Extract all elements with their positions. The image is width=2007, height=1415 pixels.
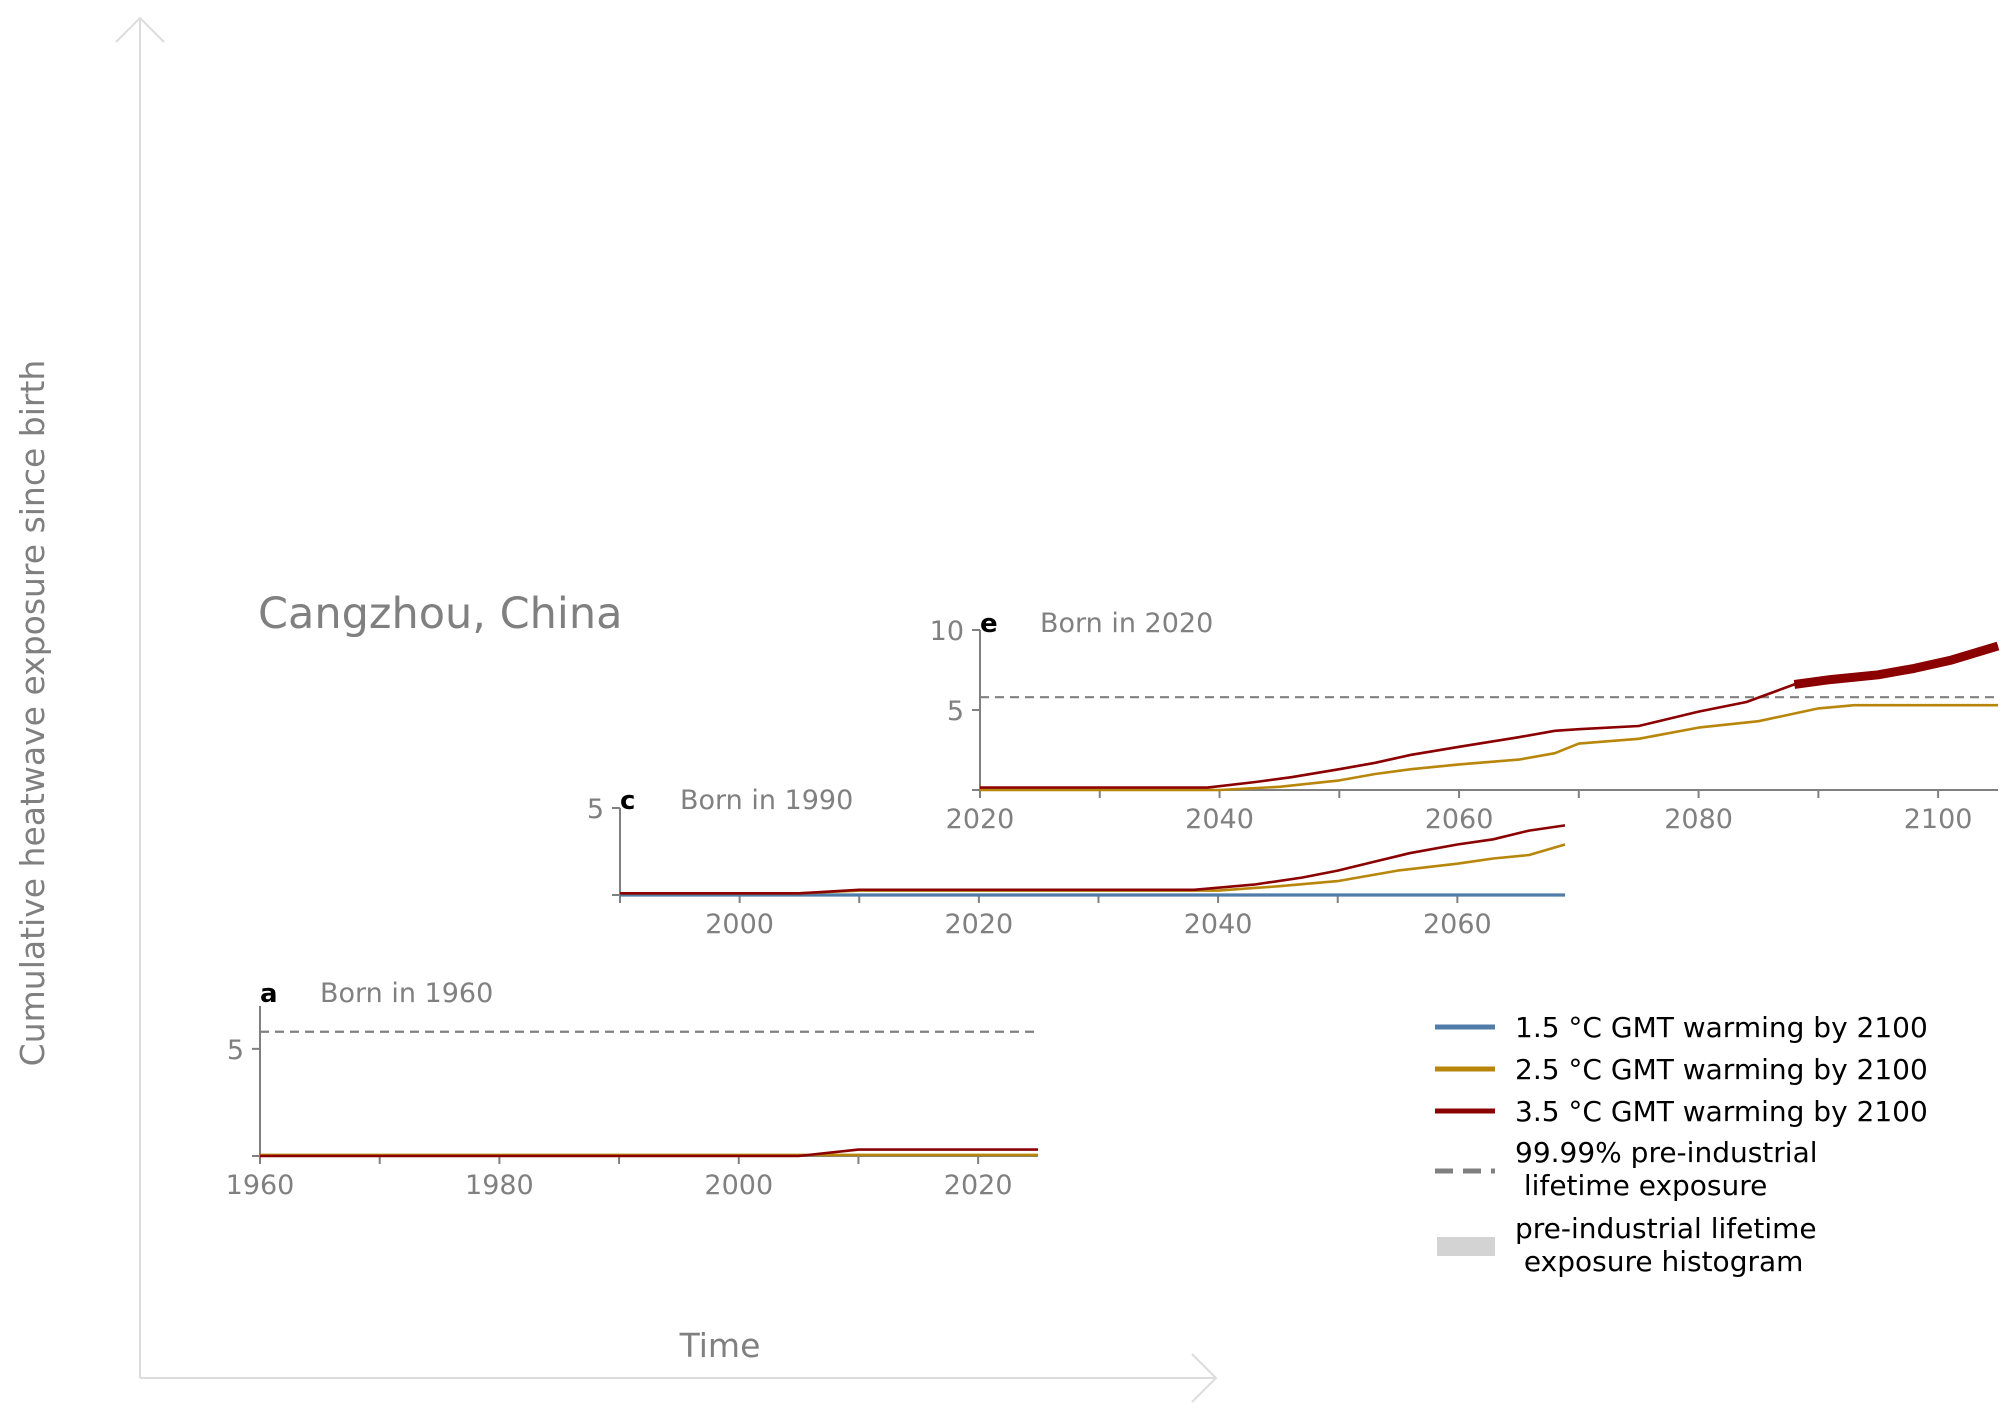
x-tick-label: 2100 xyxy=(1904,804,1973,835)
series-line-gmt-2-5 xyxy=(980,703,1998,792)
x-tick-label: 2040 xyxy=(1185,804,1254,835)
panel-c-born-1990: c Born in 1990 2000 2020 2040 2060 5 xyxy=(587,785,1566,940)
x-tick-label: 2080 xyxy=(1664,804,1733,835)
series-line-gmt-3-5-exceedance xyxy=(1793,641,2000,689)
panel-letter: c xyxy=(620,786,635,816)
background-axes xyxy=(115,16,1218,1403)
figure-xlabel: Time xyxy=(679,1326,761,1365)
x-tick-label: 2000 xyxy=(704,1170,773,1201)
panel-title: Born in 2020 xyxy=(1040,608,1213,639)
x-tick-label: 2020 xyxy=(946,804,1015,835)
legend-label-pi-threshold-line2: lifetime exposure xyxy=(1515,1169,1767,1202)
y-tick-label: 5 xyxy=(587,794,604,825)
panel-a-born-1960: a Born in 1960 1960 1980 2000 2020 5 xyxy=(226,978,1038,1201)
y-tick-label: 5 xyxy=(227,1035,244,1066)
legend: 1.5 °C GMT warming by 2100 2.5 °C GMT wa… xyxy=(1435,1011,1928,1278)
legend-label-2-5c: 2.5 °C GMT warming by 2100 xyxy=(1515,1053,1928,1086)
x-tick-label: 2060 xyxy=(1425,804,1494,835)
x-tick-label: 2000 xyxy=(705,909,774,940)
legend-label-pi-histogram: pre-industrial lifetime exposure histogr… xyxy=(1515,1212,1826,1278)
legend-label-1-5c: 1.5 °C GMT warming by 2100 xyxy=(1515,1011,1928,1044)
y-tick-label: 5 xyxy=(947,696,964,727)
panel-title: Born in 1990 xyxy=(680,785,853,816)
panel-letter: a xyxy=(260,979,278,1009)
y-tick-label: 10 xyxy=(930,616,964,647)
series-line-gmt-3-5 xyxy=(620,824,1566,895)
legend-label-pi-histogram-line1: pre-industrial lifetime xyxy=(1515,1212,1817,1245)
x-tick-label: 2040 xyxy=(1184,909,1253,940)
background-y-axis-arrowhead xyxy=(115,16,165,43)
legend-label-pi-threshold-line1: 99.99% pre-industrial xyxy=(1515,1136,1818,1169)
x-tick-label: 2020 xyxy=(945,909,1014,940)
x-tick-label: 1960 xyxy=(226,1170,295,1201)
legend-label-3-5c: 3.5 °C GMT warming by 2100 xyxy=(1515,1095,1928,1128)
figure-ylabel: Cumulative heatwave exposure since birth xyxy=(13,360,52,1067)
series-line-gmt-3-5 xyxy=(260,1148,1038,1158)
panel-e-born-2020: e Born in 2020 2020 2040 2060 2080 2100 5 10 xyxy=(930,608,2000,835)
series-line-gmt-3-5 xyxy=(980,644,1999,789)
background-x-axis-arrowhead xyxy=(1191,1353,1218,1403)
legend-label-pi-threshold: 99.99% pre-industrial lifetime exposure xyxy=(1515,1136,1826,1202)
x-tick-label: 2020 xyxy=(944,1170,1013,1201)
legend-label-pi-histogram-line2: exposure histogram xyxy=(1515,1245,1803,1278)
panel-title: Born in 1960 xyxy=(320,978,493,1009)
location-title: Cangzhou, China xyxy=(258,589,622,639)
legend-swatch-pi-histogram xyxy=(1437,1237,1495,1256)
x-tick-label: 1980 xyxy=(465,1170,534,1201)
x-tick-label: 2060 xyxy=(1423,909,1492,940)
panel-letter: e xyxy=(980,609,998,639)
